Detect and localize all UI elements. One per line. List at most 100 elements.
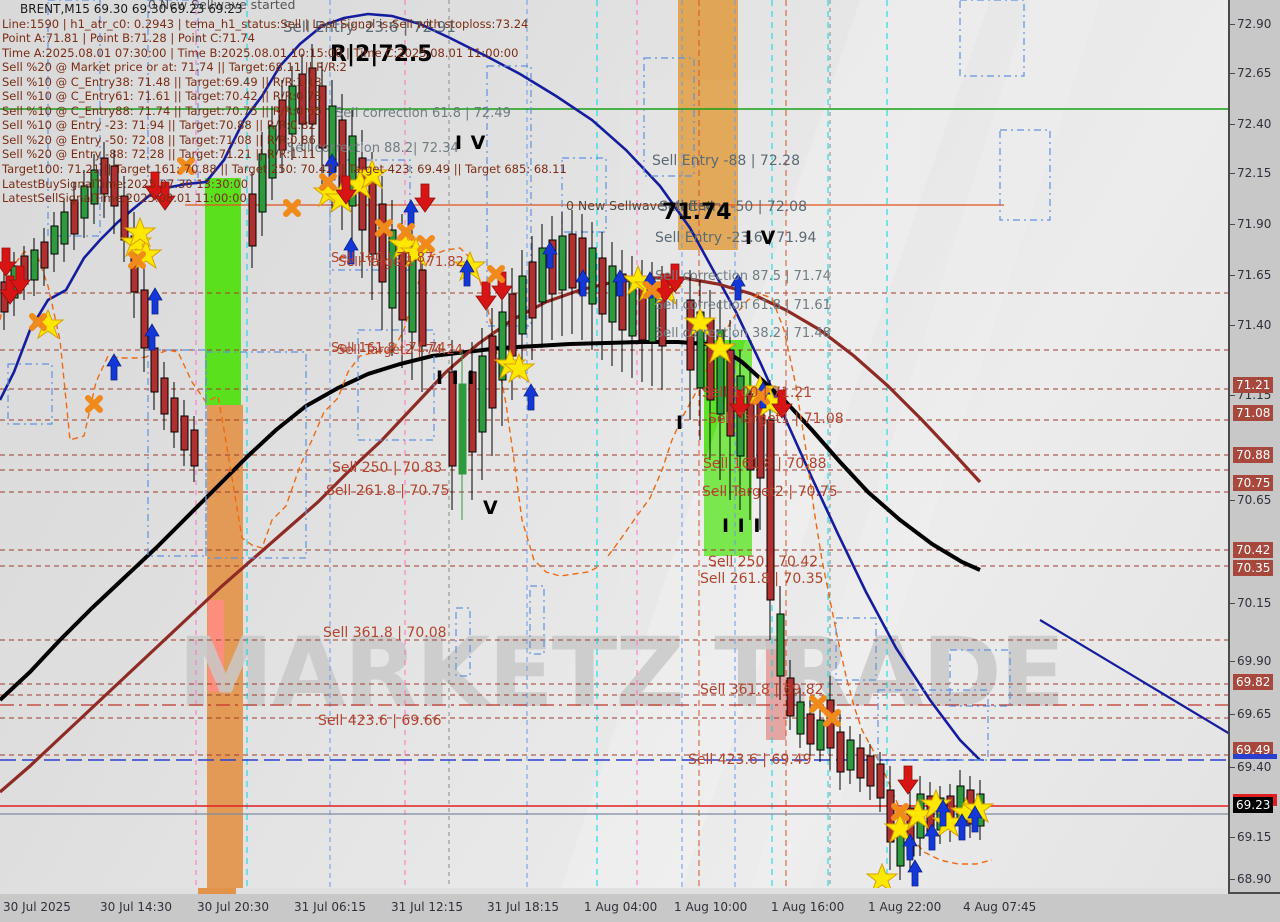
info-line-0: Line:1590 | h1_atr_c0: 0.2943 | tema_h1_… (2, 16, 529, 31)
annotation-sell-1618-7088: Sell 161.8 | 70.88 (703, 456, 827, 472)
annotation-sell-4236-6949: Sell 423.6 | 69.49 (688, 752, 812, 768)
price-tick-11: 69.65 (1230, 707, 1271, 721)
wave-label-i: I (676, 412, 685, 434)
annotation-sell-target2-7075: Sell Target2 | 70.75 (702, 484, 838, 500)
time-tick-8: 1 Aug 16:00 (771, 900, 845, 914)
info-line-1: Point A:71.81 | Point B:71.28 | Point C:… (2, 31, 255, 46)
price-badge-7088[interactable]: 70.88 (1233, 447, 1274, 463)
price-badge-7035[interactable]: 70.35 (1233, 560, 1274, 576)
time-tick-7: 1 Aug 10:00 (674, 900, 748, 914)
chart-info-header: BRENT,M15 69.30 69.30 69.23 69.23 Line:1… (2, 2, 662, 206)
price-tick-label: 71.40 (1237, 318, 1272, 332)
price-tick-label: 72.65 (1237, 66, 1272, 80)
annotation-sell-correction-382-7148: Sell correction 38.2 | 71.48 (655, 326, 831, 341)
price-badge-6982[interactable]: 69.82 (1233, 674, 1274, 690)
annotation-sell-1618-7174: Sell 161.8 | 71.74 (331, 341, 446, 356)
price-tick-0: 72.90 (1230, 17, 1271, 31)
price-tick-label: 70.15 (1237, 596, 1272, 610)
annotation-sell-target1-7108: Sell Target1 | 71.08 (708, 411, 844, 427)
price-tick-13: 69.15 (1230, 830, 1271, 844)
info-line-3: Sell %20 @ Market price or at: 71.74 || … (2, 60, 347, 75)
price-tick-2: 72.40 (1230, 117, 1271, 131)
info-line-7: Sell %10 @ Entry -23: 71.94 || Target:70… (2, 118, 316, 133)
price-tick-6: 71.40 (1230, 318, 1271, 332)
wave-label-iii-right: I I I (722, 515, 762, 537)
watermark-text: MARKETZ TRADE (178, 617, 1065, 729)
price-tick-10: 69.90 (1230, 654, 1271, 668)
annotation-sell-correction-882-7234: Sell correction 88.2| 72.34 (287, 141, 459, 156)
annotation-sell-3618-6982: Sell 361.8 | 69.82 (700, 682, 824, 698)
annotation-sell-250-7042: Sell 250 | 70.42 (708, 554, 819, 570)
signal-markers (0, 153, 995, 892)
annotation-new-sellwave-mid: 0 New Sellwave started (566, 198, 714, 213)
wave-label-iv-right: I V (745, 227, 777, 249)
annotation-sell-entry-88-7228: Sell Entry -88 | 72.28 (652, 153, 800, 169)
annotation-sell-correction-618-7249: Sell correction 61.8 | 72.49 (335, 106, 511, 121)
info-line-9: Sell %20 @ Entry -88: 72.28 || Target:71… (2, 147, 316, 162)
time-tick-4: 31 Jul 12:15 (391, 900, 463, 914)
zone-band-buy-left (205, 178, 241, 405)
annotation-sell-correction-875-7174: Sell correction 87.5 | 71.74 (655, 269, 831, 284)
price-badge-7121[interactable]: 71.21 (1233, 377, 1274, 393)
price-tick-label: 69.40 (1237, 760, 1272, 774)
price-scale[interactable]: 72.90 72.65 72.40 72.15 71.90 71.65 71.4… (1228, 0, 1280, 892)
time-scale-band (0, 888, 1228, 894)
price-tick-5: 71.65 (1230, 268, 1271, 282)
info-line-12: LatestSellSignalTime:2025.08.01 11:00:00 (2, 191, 247, 206)
price-badge-7075[interactable]: 70.75 (1233, 475, 1274, 491)
annotation-price-7174: 71.74 (662, 200, 732, 225)
annotation-new-sellwave-top: 0 New Sellwave started (148, 0, 296, 12)
time-tick-9: 1 Aug 22:00 (868, 900, 942, 914)
annotation-sell-2618-7075: Sell 261.8 | 70.75 (326, 483, 450, 499)
annotation-sell-250-7083: Sell 250 | 70.83 (332, 460, 443, 476)
info-line-10: Target100: 71.21 || Target 161: 70.88 ||… (2, 162, 567, 177)
info-line-4: Sell %10 @ C_Entry38: 71.48 || Target:69… (2, 74, 322, 89)
price-tick-8: 70.65 (1230, 493, 1271, 507)
price-tick-label: 68.90 (1237, 872, 1272, 886)
price-tick-14: 68.90 (1230, 872, 1271, 886)
wave-label-iii-left: I I I (436, 367, 476, 389)
price-tick-label: 72.15 (1237, 166, 1272, 180)
price-tick-12: 69.40 (1230, 760, 1271, 774)
time-band-highlight (198, 888, 236, 894)
info-line-11: LatestBuySignalTime:2025.07.30 13:30:00 (2, 176, 249, 191)
annotation-sell-entry-236-7194: Sell Entry -23.6 | 71.94 (655, 230, 817, 246)
price-tick-label: 69.90 (1237, 654, 1272, 668)
wave-label-iv-left: I V (455, 132, 487, 154)
zone-band-alert-left (208, 600, 224, 692)
annotation-sell-target2-7424: Sell Target2 | 74.24 (337, 343, 463, 358)
chart-plot-area[interactable]: MARKETZ TRADE (0, 0, 1228, 892)
price-badge-7108[interactable]: 71.08 (1233, 405, 1274, 421)
price-tick-label: 69.15 (1237, 830, 1272, 844)
time-tick-2: 30 Jul 20:30 (197, 900, 269, 914)
price-badge-7042[interactable]: 70.42 (1233, 542, 1274, 558)
time-tick-0: 30 Jul 2025 (3, 900, 71, 914)
info-line-8: Sell %20 @ Entry -50: 72.08 || Target:71… (2, 132, 316, 147)
time-tick-10: 4 Aug 07:45 (963, 900, 1037, 914)
annotation-sell-correction-618-7161: Sell correction 61.8 | 71.61 (655, 298, 831, 313)
annotation-sell-100-7121: Sell 100 | 71.21 (702, 385, 813, 401)
info-line-2: Time A:2025.08.01 07:30:00 | Time B:2025… (2, 45, 519, 60)
annotation-sell-entry-236-7291: Sell Entry -23.6 | 72.91 (283, 18, 456, 36)
symbol-ohlc-line: BRENT,M15 69.30 69.30 69.23 69.23 (20, 2, 243, 16)
time-tick-5: 31 Jul 18:15 (487, 900, 559, 914)
wave-label-v: V (483, 497, 499, 519)
info-line-6: Sell %10 @ C_Entry88: 71.74 || Target:70… (2, 103, 322, 118)
price-tick-3: 72.15 (1230, 166, 1271, 180)
annotation-sell-2618-7035: Sell 261.8 | 70.35 (700, 571, 824, 587)
zone-band-sell-mid (678, 0, 738, 250)
price-marker-blue[interactable] (1233, 754, 1277, 759)
price-tick-4: 71.90 (1230, 217, 1271, 231)
annotation-sell-entry-50-7208: Sell Entry -50 | 72.08 (659, 199, 807, 215)
price-tick-label: 71.90 (1237, 217, 1272, 231)
price-tick-label: 69.65 (1237, 707, 1272, 721)
price-tick-1: 72.65 (1230, 66, 1271, 80)
chart-graphics (0, 0, 1228, 892)
annotation-sell-4236-6966: Sell 423.6 | 69.66 (318, 713, 442, 729)
price-tick-label: 70.65 (1237, 493, 1272, 507)
time-scale[interactable]: 30 Jul 2025 30 Jul 14:30 30 Jul 20:30 31… (0, 888, 1280, 922)
price-badge-last-6923[interactable]: 69.23 (1233, 797, 1274, 813)
info-line-5: Sell %10 @ C_Entry61: 71.61 || Target:70… (2, 89, 322, 104)
annotation-sell-3618-7008: Sell 361.8 | 70.08 (323, 625, 447, 641)
